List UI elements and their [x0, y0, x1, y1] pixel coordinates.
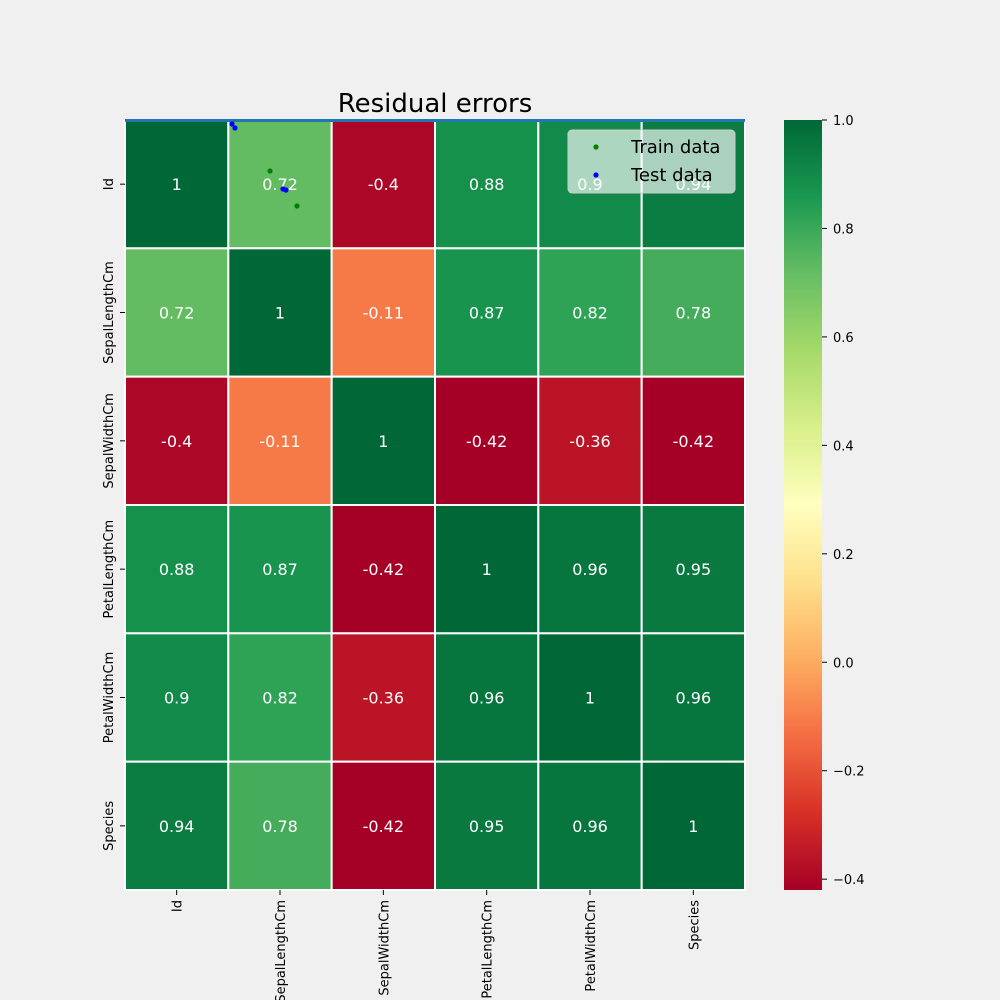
- heatmap-cell: [640, 375, 747, 506]
- legend-marker: [593, 172, 599, 178]
- legend-entry-label: Test data: [630, 165, 713, 186]
- heatmap-cell: [330, 632, 436, 763]
- colorbar-tick-label: 0.0: [833, 656, 854, 671]
- heatmap-cell: [640, 504, 747, 635]
- x-tick-label: SepalLengthCm: [274, 900, 289, 1000]
- heatmap-cell: [227, 504, 333, 635]
- y-tick-label: Species: [102, 801, 117, 851]
- cell-value-label: 0.95: [676, 560, 712, 579]
- cell-value-label: -0.42: [363, 817, 404, 836]
- legend-entry-label: Train data: [630, 137, 720, 158]
- heatmap-cell: [227, 119, 333, 250]
- cell-value-label: -0.42: [673, 432, 714, 451]
- heatmap-cell: [640, 632, 747, 763]
- cell-value-label: 1: [275, 304, 285, 323]
- train-data-point: [267, 168, 273, 174]
- y-tick-label: SepalWidthCm: [102, 393, 117, 489]
- y-tick-label: SepalLengthCm: [102, 261, 117, 364]
- cell-value-label: 0.78: [676, 304, 712, 323]
- test-data-point: [283, 187, 289, 193]
- cell-value-label: -0.11: [259, 432, 300, 451]
- cell-value-label: 0.87: [469, 304, 505, 323]
- x-tick-label: SepalWidthCm: [377, 900, 392, 996]
- x-tick-label: Species: [687, 900, 702, 950]
- cell-value-label: -0.36: [363, 689, 404, 708]
- heatmap-cell: [227, 375, 333, 506]
- cell-value-label: 1: [482, 560, 492, 579]
- scatter-points: [229, 121, 300, 209]
- cell-value-label: 0.88: [469, 175, 505, 194]
- cell-value-label: 0.87: [262, 560, 298, 579]
- cell-value-label: 0.94: [159, 817, 195, 836]
- y-axis-ticks: Id SepalLengthCm SepalWidthCm PetalLengthCm…: [102, 178, 125, 851]
- colorbar-tick-label: −0.2: [833, 765, 865, 780]
- heatmap-cell: [434, 504, 540, 635]
- heatmap-cell: [434, 632, 540, 763]
- x-tick-label: Id: [171, 900, 186, 912]
- colorbar-tick-label: 0.8: [833, 222, 854, 237]
- colorbar-gradient: [784, 120, 822, 890]
- cell-value-label: -0.11: [363, 304, 404, 323]
- colorbar-tick-label: −0.4: [833, 873, 865, 888]
- colorbar: 1.0 0.8 0.6 0.4 0.2 0.0 −0.2 −0.4: [784, 114, 865, 890]
- cell-value-label: 1: [172, 175, 182, 194]
- cell-value-label: 0.78: [262, 817, 298, 836]
- heatmap-cell: [124, 760, 230, 892]
- colorbar-tick-label: 0.6: [833, 331, 854, 346]
- cell-value-label: 0.88: [159, 560, 195, 579]
- cell-value-label: 0.96: [572, 817, 608, 836]
- y-tick-label: Id: [102, 178, 117, 190]
- colorbar-tick-label: 0.4: [833, 439, 854, 454]
- chart-title: Residual errors: [338, 89, 533, 119]
- heatmap-cell: [640, 247, 747, 378]
- heatmap-cell: [227, 247, 333, 378]
- heatmap-cell: [124, 504, 230, 635]
- cell-value-label: 0.96: [676, 689, 712, 708]
- cell-value-label: -0.4: [368, 175, 399, 194]
- x-tick-label: PetalLengthCm: [481, 900, 496, 999]
- cell-value-label: 0.72: [159, 304, 195, 323]
- cell-value-label: -0.4: [161, 432, 192, 451]
- x-axis-ticks: Id SepalLengthCm SepalWidthCm PetalLengthCm…: [171, 890, 702, 1000]
- heatmap-cells: [124, 119, 747, 892]
- cell-value-label: 0.96: [572, 560, 608, 579]
- heatmap-cell: [537, 375, 643, 506]
- cell-value-label: 0.9: [164, 689, 189, 708]
- test-data-point: [232, 125, 238, 131]
- heatmap-cell: [330, 504, 436, 635]
- legend-box: [567, 129, 736, 194]
- test-data-point: [229, 121, 235, 127]
- cell-value-label: -0.42: [363, 560, 404, 579]
- heatmap-cell: [537, 632, 643, 763]
- cell-value-label: 1: [585, 689, 595, 708]
- heatmap-cell: [537, 504, 643, 635]
- colorbar-tick-label: 1.0: [833, 114, 854, 129]
- cell-value-label: 0.72: [262, 175, 298, 194]
- y-tick-label: PetalLengthCm: [102, 520, 117, 619]
- legend: Train data Test data: [567, 129, 736, 194]
- cell-value-label: 1: [378, 432, 388, 451]
- heatmap-cell: [124, 632, 230, 763]
- heatmap-cell: [434, 375, 540, 506]
- cell-value-label: 0.82: [262, 689, 298, 708]
- cell-value-label: 0.96: [469, 689, 505, 708]
- heatmap-cell: [434, 247, 540, 378]
- cell-value-label: 0.82: [572, 304, 608, 323]
- train-data-point: [294, 203, 300, 209]
- cell-value-label: 1: [688, 817, 698, 836]
- cell-value-label: -0.36: [569, 432, 610, 451]
- legend-marker: [593, 144, 599, 150]
- cell-value-label: 0.95: [469, 817, 505, 836]
- y-tick-label: PetalWidthCm: [102, 652, 117, 744]
- heatmap-cell: [124, 119, 230, 250]
- cell-value-label: -0.42: [466, 432, 507, 451]
- x-tick-label: PetalWidthCm: [584, 900, 599, 992]
- colorbar-tick-label: 0.2: [833, 548, 854, 563]
- heatmap-cell: [640, 760, 747, 892]
